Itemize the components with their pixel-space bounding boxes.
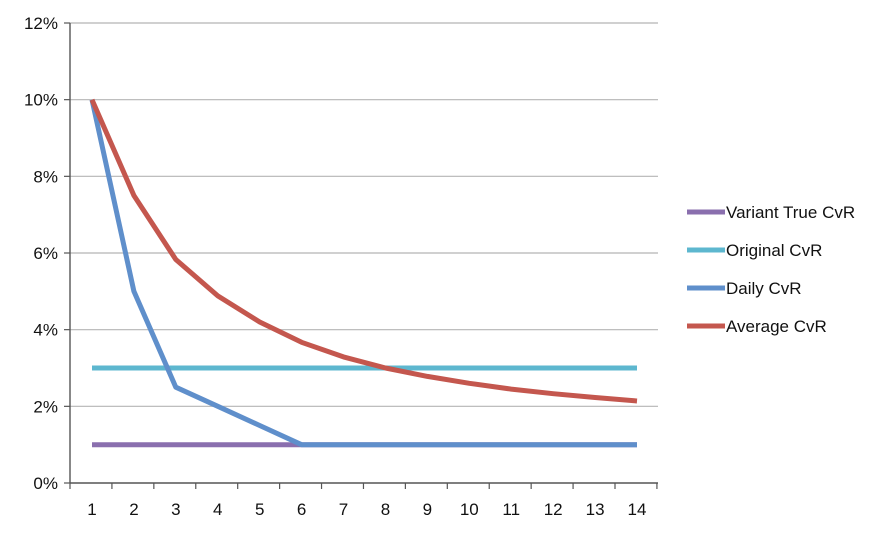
x-tick-label: 7 bbox=[339, 500, 348, 519]
y-tick-label: 4% bbox=[33, 321, 58, 340]
y-tick-label: 6% bbox=[33, 244, 58, 263]
x-tick-label: 4 bbox=[213, 500, 222, 519]
x-tick-label: 9 bbox=[423, 500, 432, 519]
legend-label: Variant True CvR bbox=[726, 203, 855, 222]
x-tick-label: 8 bbox=[381, 500, 390, 519]
x-tick-label: 10 bbox=[460, 500, 479, 519]
x-tick-label: 2 bbox=[129, 500, 138, 519]
x-tick-label: 12 bbox=[544, 500, 563, 519]
x-tick-label: 11 bbox=[502, 500, 520, 519]
y-tick-label: 12% bbox=[24, 14, 58, 33]
legend-label: Average CvR bbox=[726, 317, 827, 336]
y-tick-label: 8% bbox=[33, 167, 58, 186]
legend-label: Daily CvR bbox=[726, 279, 802, 298]
x-tick-label: 3 bbox=[171, 500, 180, 519]
series-line-daily-cvr bbox=[89, 99, 637, 448]
x-tick-label: 13 bbox=[586, 500, 605, 519]
y-tick-label: 2% bbox=[33, 397, 58, 416]
y-tick-label: 10% bbox=[24, 91, 58, 110]
x-tick-label: 1 bbox=[87, 500, 96, 519]
legend-label: Original CvR bbox=[726, 241, 822, 260]
x-tick-label: 5 bbox=[255, 500, 264, 519]
y-tick-label: 0% bbox=[33, 474, 58, 493]
series-line-average-cvr bbox=[89, 98, 638, 404]
x-tick-label: 6 bbox=[297, 500, 306, 519]
x-tick-label: 14 bbox=[628, 500, 647, 519]
